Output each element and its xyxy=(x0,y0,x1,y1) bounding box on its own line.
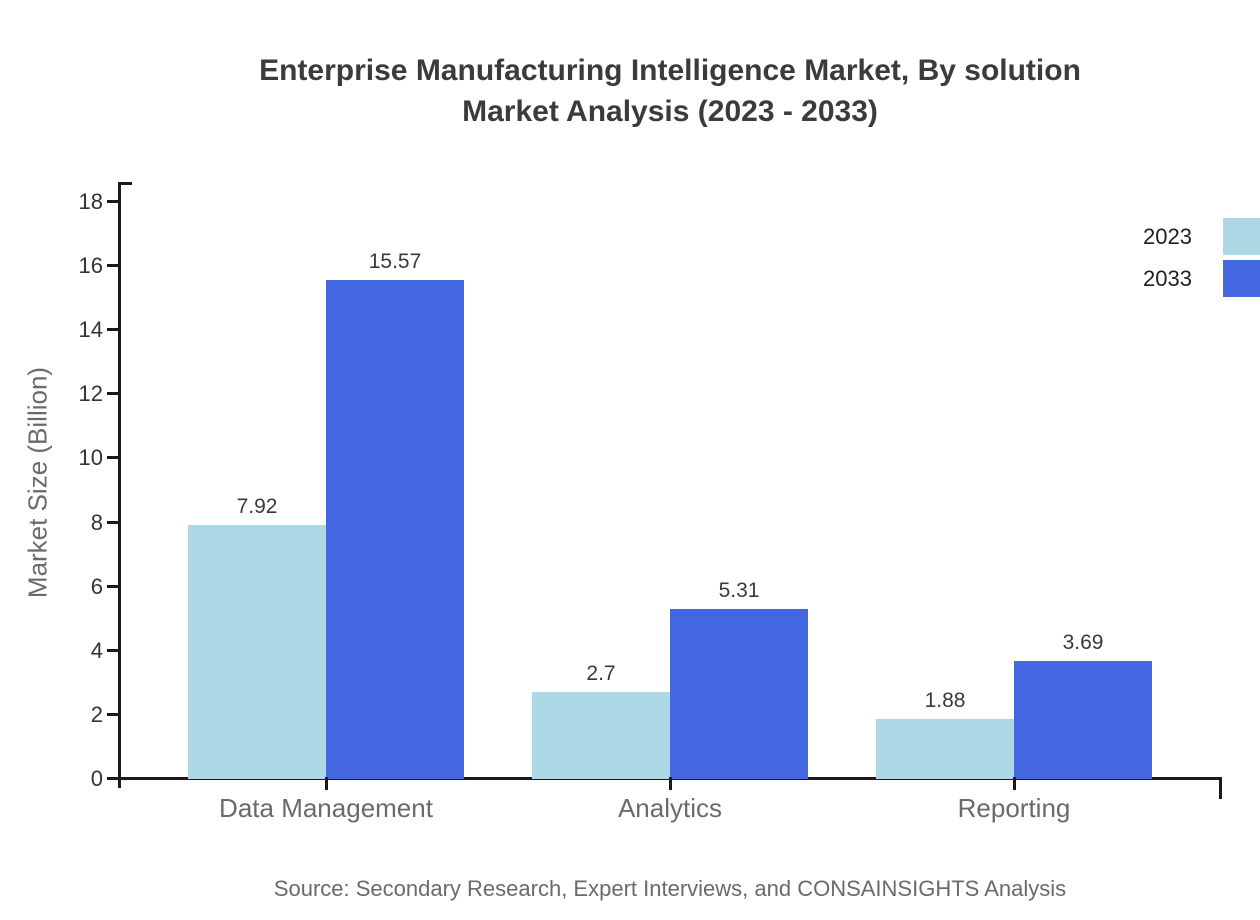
y-tick-label-10: 10 xyxy=(78,445,103,471)
y-tick-label-8: 8 xyxy=(90,509,103,535)
y-tick-mark-8 xyxy=(107,520,118,524)
y-tick-mark-10 xyxy=(107,456,118,460)
chart-title: Enterprise Manufacturing Intelligence Ma… xyxy=(80,50,1260,132)
bar-2023-data-management xyxy=(188,525,326,779)
y-tick-label-2: 2 xyxy=(90,701,103,727)
y-tick-label-18: 18 xyxy=(78,189,103,214)
legend-label-2033: 2033 xyxy=(1143,265,1192,291)
x-tick-mark-2 xyxy=(1013,777,1016,790)
x-tick-mark-0 xyxy=(325,777,328,790)
bar-2023-reporting xyxy=(876,718,1014,779)
bar-value-2023-analytics: 2.7 xyxy=(586,662,616,686)
bar-value-2023-reporting: 1.88 xyxy=(924,688,966,712)
y-tick-label-16: 16 xyxy=(78,253,103,279)
legend-swatch-2033 xyxy=(1223,260,1260,297)
y-tick-mark-6 xyxy=(107,584,118,588)
y-tick-mark-18 xyxy=(107,200,118,203)
y-axis-line xyxy=(118,182,121,788)
y-tick-label-14: 14 xyxy=(78,317,103,343)
category-label-data-management: Data Management xyxy=(219,793,433,823)
legend: 2023 2033 xyxy=(1143,218,1260,302)
y-tick-mark-0 xyxy=(107,777,118,780)
category-label-analytics: Analytics xyxy=(617,793,723,823)
source-attribution: Source: Secondary Research, Expert Inter… xyxy=(273,876,1067,901)
y-tick-mark-12 xyxy=(107,392,118,396)
y-tick-mark-14 xyxy=(107,328,118,332)
legend-item-2033: 2033 xyxy=(1143,260,1260,297)
bar-value-2033-data-management: 15.57 xyxy=(368,249,422,273)
y-tick-label-4: 4 xyxy=(90,637,103,663)
y-tick-label-6: 6 xyxy=(90,573,103,599)
y-tick-mark-4 xyxy=(107,648,118,652)
bar-2033-data-management xyxy=(326,279,464,779)
legend-swatch-2023 xyxy=(1223,218,1260,255)
y-tick-mark-16 xyxy=(107,264,118,268)
bar-2023-analytics xyxy=(532,692,670,779)
category-label-reporting: Reporting xyxy=(957,793,1071,823)
bar-2033-reporting xyxy=(1014,660,1152,779)
y-axis-top-cap xyxy=(118,182,132,185)
chart-title-line1: Enterprise Manufacturing Intelligence Ma… xyxy=(259,54,1081,87)
legend-label-2023: 2023 xyxy=(1143,223,1192,249)
bar-value-2033-analytics: 5.31 xyxy=(718,578,760,602)
chart-title-line2: Market Analysis (2023 - 2033) xyxy=(462,95,878,128)
bar-2033-analytics xyxy=(670,608,808,779)
y-tick-mark-2 xyxy=(107,712,118,716)
x-tick-mark-1 xyxy=(669,777,672,790)
y-tick-label-0: 0 xyxy=(90,766,103,791)
legend-item-2023: 2023 xyxy=(1143,218,1260,255)
x-axis-end-tick xyxy=(1219,777,1222,799)
y-tick-label-12: 12 xyxy=(78,381,103,407)
bar-value-2023-data-management: 7.92 xyxy=(236,495,278,519)
bar-value-2033-reporting: 3.69 xyxy=(1062,630,1104,654)
